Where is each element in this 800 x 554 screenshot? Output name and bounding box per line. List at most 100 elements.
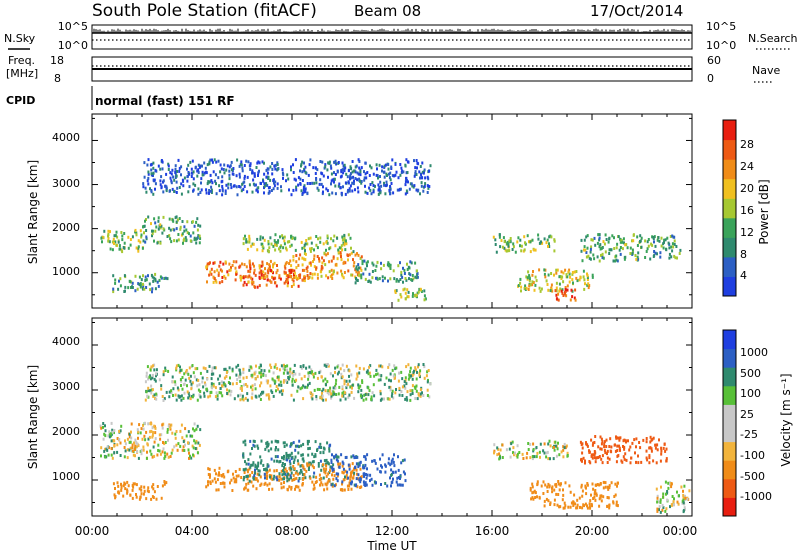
power-cell	[357, 273, 360, 277]
velocity-cell	[267, 449, 270, 453]
power-cell	[293, 177, 296, 181]
velocity-cell	[129, 440, 132, 444]
power-cell	[154, 168, 157, 172]
power-cell	[139, 240, 142, 244]
velocity-cell	[513, 453, 515, 457]
velocity-cell	[278, 475, 281, 479]
velocity-cell	[345, 473, 348, 477]
velocity-cell	[177, 388, 180, 392]
velocity-cell	[281, 464, 284, 468]
velocity-cell	[212, 382, 215, 386]
power-cell	[540, 287, 543, 291]
velocity-cell	[149, 377, 152, 381]
power-cell	[501, 245, 504, 249]
velocity-cell	[381, 465, 383, 469]
power-cell	[545, 279, 548, 283]
power-cell	[249, 267, 252, 271]
velocity-cell	[343, 382, 346, 386]
power-cell	[616, 259, 619, 263]
power-cell	[176, 170, 178, 173]
velocity-cell	[319, 459, 322, 463]
power-cell	[243, 280, 246, 284]
power-cell	[508, 239, 511, 243]
power-cell	[276, 240, 279, 244]
velocity-cell	[167, 455, 170, 459]
power-cell	[242, 276, 245, 280]
power-cell	[157, 284, 160, 288]
velocity-cell	[549, 444, 552, 448]
power-cell	[388, 176, 391, 180]
velocity-cell	[347, 463, 350, 467]
power-cell	[406, 160, 409, 164]
velocity-cell	[143, 485, 146, 489]
velocity-cell	[187, 441, 189, 445]
power-cell	[290, 168, 292, 172]
velocity-cell	[274, 448, 277, 452]
velocity-cell	[207, 483, 209, 487]
velocity-cell	[276, 366, 279, 370]
velocity-cell	[655, 461, 658, 465]
power-cell	[147, 182, 150, 186]
power-cell	[644, 256, 647, 259]
velocity-cell	[239, 371, 242, 375]
velocity-cell	[264, 476, 266, 480]
power-cell	[235, 174, 238, 178]
power-cell	[394, 162, 397, 166]
velocity-cell	[666, 491, 669, 495]
power-cell	[413, 184, 416, 188]
power-cell	[631, 252, 634, 255]
velocity-cell	[282, 371, 285, 375]
power-cell	[183, 176, 186, 180]
velocity-cell	[637, 454, 639, 458]
power-cell	[616, 242, 619, 246]
velocity-heatmap	[99, 363, 691, 514]
velocity-cell	[267, 444, 270, 448]
velocity-cell	[314, 371, 317, 375]
velocity-cell	[401, 459, 404, 463]
power-cell	[302, 278, 305, 282]
velocity-cell	[273, 365, 276, 369]
velocity-cell	[658, 508, 660, 512]
velocity-cell	[682, 489, 684, 493]
velocity-cell	[493, 443, 496, 447]
power-cell	[631, 248, 634, 252]
velocity-cell	[620, 459, 623, 463]
velocity-cell	[542, 492, 545, 495]
velocity-cell	[216, 478, 219, 482]
velocity-cell	[532, 448, 535, 451]
velocity-cell	[645, 449, 648, 453]
velocity-cell	[359, 467, 362, 471]
power-cell	[309, 236, 312, 240]
velocity-cell	[146, 365, 149, 369]
velocity-cell	[304, 385, 307, 389]
velocity-cell	[417, 363, 420, 367]
power-cell	[230, 266, 232, 270]
power-cell	[351, 181, 354, 185]
velocity-cell	[282, 469, 285, 473]
velocity-cell	[162, 447, 165, 451]
power-cell	[269, 236, 272, 240]
power-cell	[593, 257, 596, 261]
velocity-colorbar-segment	[723, 423, 736, 443]
power-cell	[550, 272, 553, 275]
velocity-cell	[556, 447, 559, 451]
power-cell	[144, 186, 147, 190]
power-cell	[573, 296, 576, 300]
velocity-cell	[221, 384, 224, 388]
power-cell	[340, 193, 343, 197]
power-cell	[306, 274, 309, 277]
velocity-cell	[286, 368, 289, 372]
power-cell	[292, 163, 294, 167]
power-cell	[372, 263, 375, 267]
power-cell	[273, 184, 276, 188]
velocity-cell	[268, 395, 271, 399]
velocity-cell	[281, 473, 284, 477]
velocity-cell	[339, 398, 342, 402]
power-cell	[161, 167, 164, 171]
velocity-cell	[605, 445, 608, 448]
power-cell	[225, 183, 228, 187]
velocity-cell	[278, 368, 281, 372]
power-cell	[636, 255, 639, 259]
power-cell	[292, 283, 295, 287]
power-cell	[178, 169, 181, 173]
